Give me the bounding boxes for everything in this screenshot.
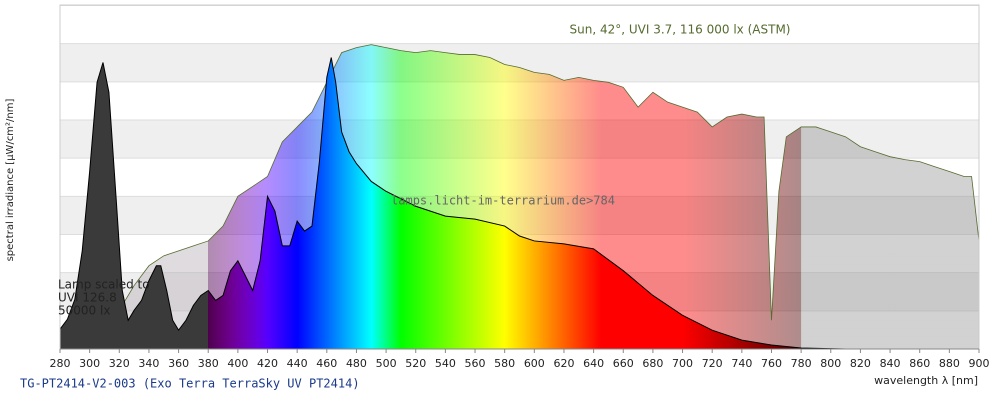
x-tick-label: 620	[553, 357, 574, 370]
x-tick-label: 480	[346, 357, 367, 370]
x-tick-label: 680	[642, 357, 663, 370]
x-tick-label: 880	[939, 357, 960, 370]
y-axis-label: spectral irradiance [µW/cm²/nm]	[5, 98, 16, 261]
x-tick-label: 360	[168, 357, 189, 370]
x-tick-label: 580	[494, 357, 515, 370]
annotation: Lamp scaled to	[58, 278, 150, 292]
x-tick-label: 660	[613, 357, 634, 370]
annotation: 50000 lx	[58, 304, 110, 318]
x-tick-label: 900	[969, 357, 990, 370]
x-tick-label: 300	[79, 357, 100, 370]
x-tick-label: 420	[257, 357, 278, 370]
x-tick-label: 860	[909, 357, 930, 370]
x-tick-label: 540	[435, 357, 456, 370]
x-tick-label: 280	[50, 357, 71, 370]
line	[89, 44, 980, 350]
x-tick-label: 760	[761, 357, 782, 370]
x-tick-label: 440	[287, 357, 308, 370]
x-tick-label: 640	[583, 357, 604, 370]
x-tick-label: 780	[791, 357, 812, 370]
line	[59, 57, 846, 350]
x-tick-label: 460	[316, 357, 337, 370]
x-tick-label: 520	[405, 357, 426, 370]
x-tick-label: 560	[465, 357, 486, 370]
x-tick-label: 700	[672, 357, 693, 370]
x-tick-label: 600	[524, 357, 545, 370]
x-tick-label: 840	[880, 357, 901, 370]
x-tick-label: 340	[138, 357, 159, 370]
x-tick-label: 740	[731, 357, 752, 370]
x-tick-label: 820	[850, 357, 871, 370]
sun-label: Sun, 42°, UVI 3.7, 116 000 lx (ASTM)	[570, 23, 791, 37]
x-axis-label: wavelength λ [nm]	[874, 374, 978, 387]
annotation: UVI 126.8	[58, 291, 117, 305]
footer: TG-PT2414-V2-003 (Exo Terra TerraSky UV …	[20, 377, 360, 391]
x-tick-label: 400	[227, 357, 248, 370]
x-tick-label: 380	[198, 357, 219, 370]
x-tick-label: 800	[820, 357, 841, 370]
x-tick-label: 320	[109, 357, 130, 370]
watermark: lamps.licht-im-terrarium.de>784	[391, 194, 615, 208]
plot: 280 300 320 340 360 380 400 420 440 460 480 500 520 5…	[50, 4, 990, 370]
x-tick-label: 720	[702, 357, 723, 370]
x-tick-label: 500	[376, 357, 397, 370]
